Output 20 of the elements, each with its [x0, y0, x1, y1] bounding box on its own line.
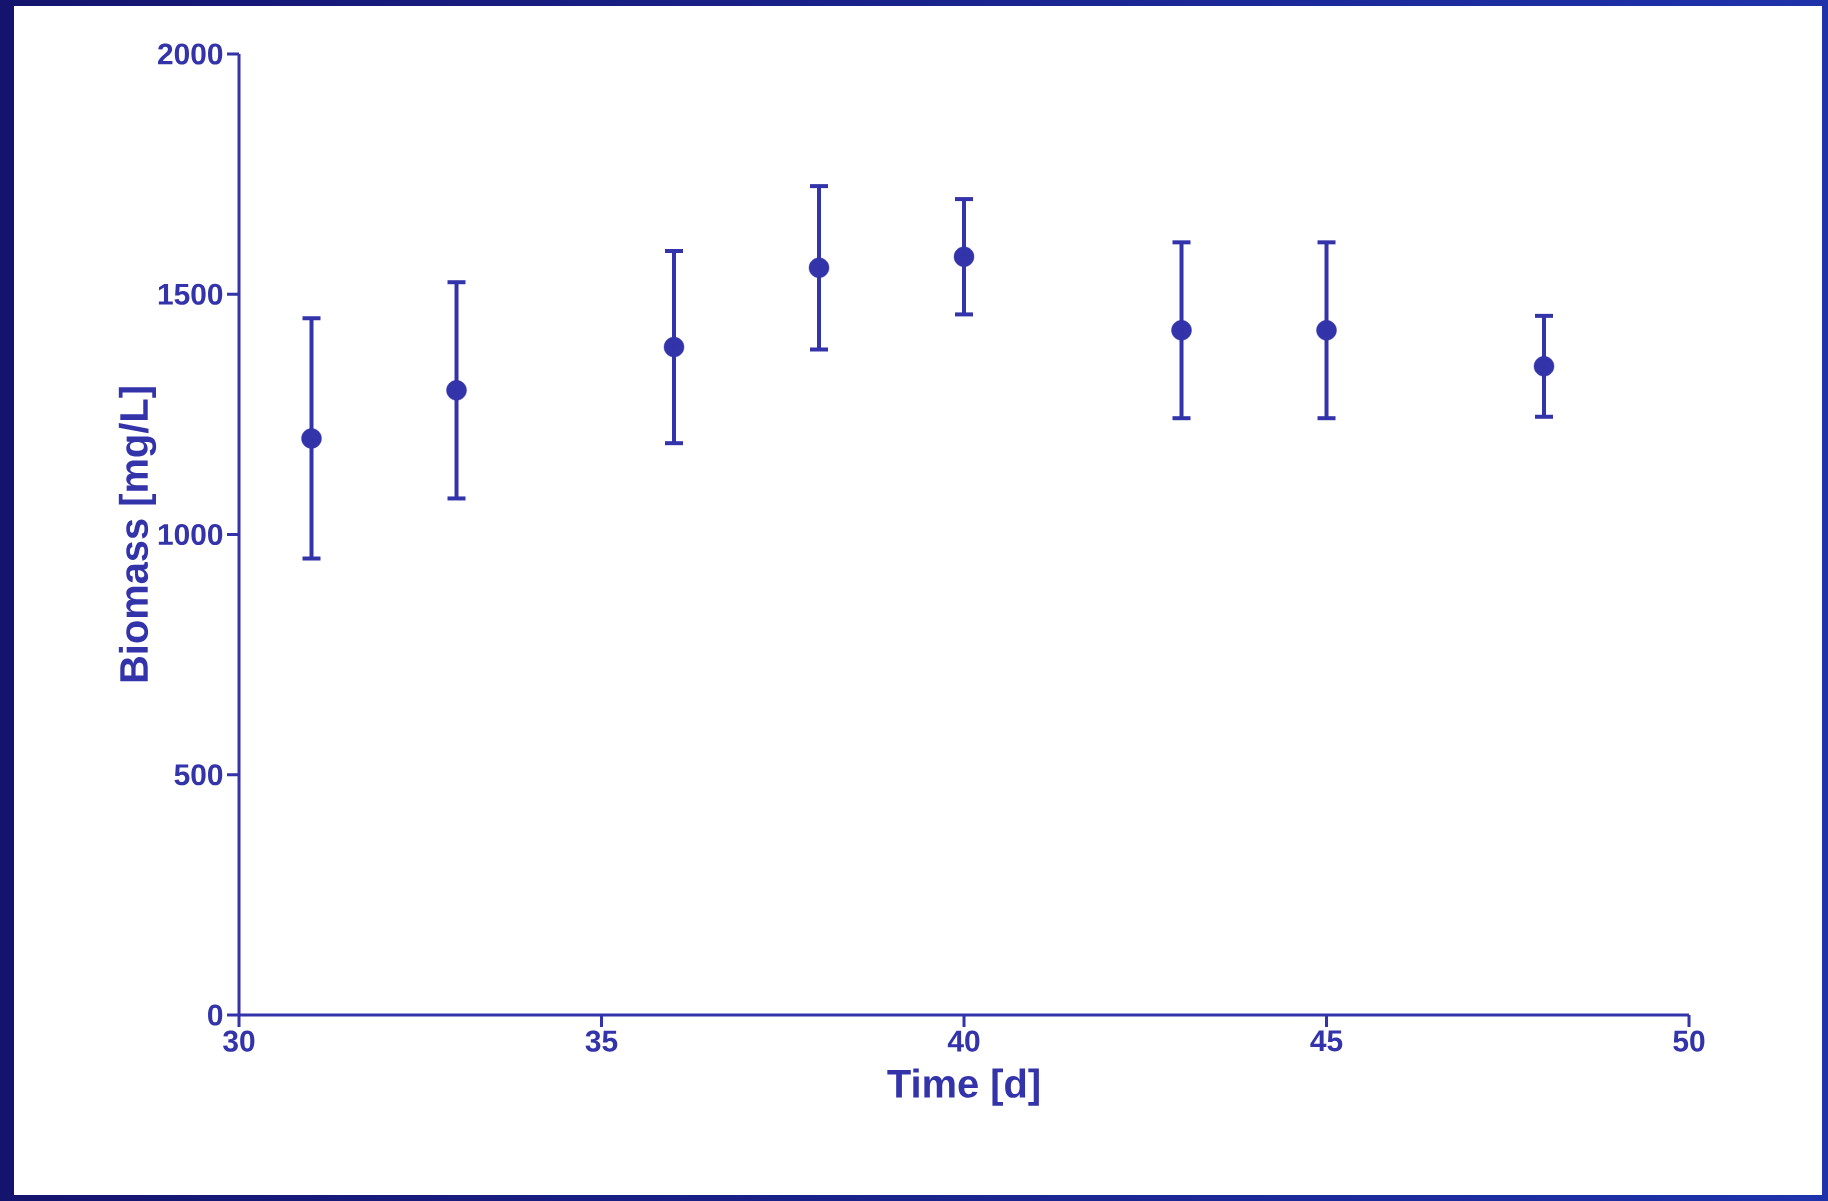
y-tick-label: 1500: [158, 283, 223, 305]
point: [953, 246, 975, 267]
point: [446, 380, 467, 401]
x-axis-title: Time [d]: [887, 1068, 1039, 1106]
y-tick-label: 500: [174, 764, 223, 786]
point: [663, 336, 685, 358]
y-tick-label: 0: [208, 1004, 223, 1026]
x-tick-label: 30: [223, 1030, 255, 1052]
x-tick-label: 50: [1673, 1030, 1705, 1052]
y-axis-title: Biomass [mg/L]: [118, 387, 157, 682]
point: [808, 257, 830, 279]
point: [301, 428, 322, 449]
x-tick-label: 45: [1310, 1030, 1343, 1052]
point: [1533, 356, 1555, 377]
point: [1171, 320, 1192, 341]
y-tick-label: 2000: [158, 43, 223, 65]
y-tick-label: 1000: [158, 523, 223, 546]
x-tick-label: 35: [585, 1030, 618, 1052]
point: [1316, 320, 1337, 341]
x-tick-label: 40: [947, 1030, 980, 1052]
